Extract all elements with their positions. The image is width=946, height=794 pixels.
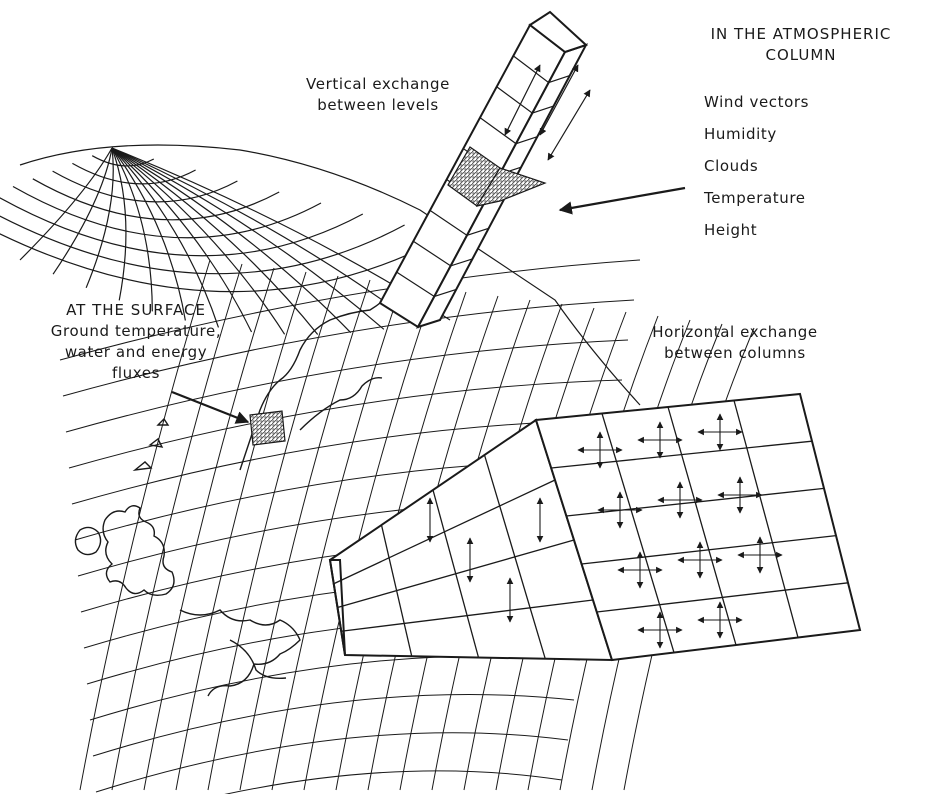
globe-parallel [52, 170, 238, 203]
block-top-face [534, 392, 862, 662]
horizontal-exchange-line1: Horizontal exchange [652, 323, 818, 341]
map-meridian [143, 267, 275, 791]
britain-coastline [102, 505, 175, 597]
block-top-gridline [596, 582, 849, 613]
column-level-line [429, 209, 489, 236]
ireland-coastline [74, 526, 102, 556]
horizontal-exchange-line2: between columns [664, 344, 806, 362]
hatched-level-right [475, 167, 547, 207]
map-parallel [89, 655, 581, 721]
map-meridian [111, 263, 243, 791]
globe-meridian [111, 147, 220, 328]
surface-line1: Ground temperature, [50, 322, 222, 340]
block-top-gridline [733, 400, 799, 638]
globe-parallel [12, 185, 322, 239]
globe-meridian [111, 147, 253, 333]
map-parallel [95, 732, 569, 793]
vertical-exchange-line1: Vertical exchange [306, 75, 450, 93]
map-meridian [239, 279, 371, 791]
variable-height: Height [704, 221, 758, 239]
map-parallel [68, 379, 623, 469]
variable-humidity: Humidity [704, 125, 777, 143]
column-heading: IN THE ATMOSPHERIC COLUMN [666, 24, 936, 66]
globe-parallel [91, 155, 155, 167]
horizontal-exchange-block [328, 392, 862, 662]
variable-clouds: Clouds [704, 157, 759, 175]
surface-cell [249, 410, 286, 446]
column-level-line [479, 117, 538, 145]
map-parallel [224, 770, 563, 794]
block-top-gridline [667, 406, 737, 646]
europe-coastline [179, 609, 301, 697]
map-meridian [79, 259, 211, 791]
variable-wind-vectors: Wind vectors [704, 93, 810, 111]
surface-line2: water and energy [64, 343, 208, 361]
map-meridian [175, 271, 307, 791]
column-heading-line1: IN THE ATMOSPHERIC [710, 25, 892, 43]
globe-meridian [111, 147, 319, 335]
column-top-face [528, 10, 588, 54]
vertical-exchange-line2: between levels [317, 96, 439, 114]
surface-line3: fluxes [111, 364, 160, 382]
surface-pointer [171, 390, 250, 424]
surface-heading: AT THE SURFACE [66, 301, 206, 319]
column-level-line [413, 240, 473, 267]
globe-parallel [0, 215, 405, 275]
map-parallel [65, 339, 629, 433]
islands-sketch [132, 417, 170, 472]
column-pointer [558, 186, 686, 215]
globe-meridian [111, 147, 385, 330]
map-meridian [271, 283, 403, 791]
block-top-gridline [581, 534, 837, 565]
horizontal-exchange-label: Horizontal exchange between columns [600, 322, 870, 364]
atmospheric-column [378, 10, 591, 329]
block-front-gridline [341, 599, 594, 632]
block-front-gridline [337, 539, 575, 609]
map-parallel [92, 693, 575, 757]
block-top-gridline [551, 440, 813, 469]
globe-meridian [111, 147, 352, 334]
vertical-exchange-label: Vertical exchange between levels [268, 74, 488, 116]
variable-temperature: Temperature [704, 189, 806, 207]
globe-parallel [0, 233, 447, 293]
map-meridian [303, 287, 435, 791]
globe-parallel [32, 178, 280, 221]
map-parallel [62, 299, 635, 397]
column-level-line [396, 271, 457, 298]
globe-parallel [72, 162, 196, 185]
column-variables-list: Wind vectors Humidity Clouds Temperature… [704, 86, 904, 246]
globe-meridian [19, 147, 113, 261]
block-front-gridline [333, 479, 556, 585]
globe-parallel [0, 197, 364, 257]
globe-meridian [111, 147, 127, 301]
map-parallel [59, 259, 641, 361]
pointer-arrows [171, 186, 686, 424]
globe-meridian [85, 147, 114, 289]
surface-label: AT THE SURFACE Ground temperature, water… [6, 300, 266, 384]
map-meridian [207, 275, 339, 791]
vertical-exchange-arrows [504, 64, 591, 161]
column-heading-line2: COLUMN [765, 46, 837, 64]
globe-meridian [111, 147, 286, 335]
